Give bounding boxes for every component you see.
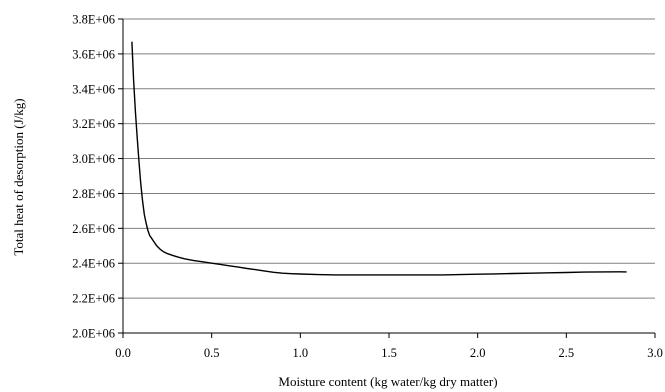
x-tick-label-2: 1.0	[293, 346, 309, 360]
y-tick-label-9: 3.8E+06	[72, 13, 115, 27]
x-axis-title: Moisture content (kg water/kg dry matter…	[278, 374, 497, 389]
x-tick-label-4: 2.0	[470, 346, 486, 360]
y-tick-label-4: 2.8E+06	[72, 187, 115, 201]
y-tick-label-3: 2.6E+06	[72, 222, 115, 236]
series-line-0	[131, 41, 627, 276]
y-axis-ticks: 2.0E+06 2.2E+06 2.4E+06 2.6E+06 2.8E+06 3.0E+…	[72, 13, 123, 341]
plot-frame	[122, 19, 655, 334]
y-tick-label-8: 3.6E+06	[72, 47, 115, 61]
gridlines	[123, 18, 655, 299]
series-layer	[131, 41, 627, 276]
y-tick-label-0: 2.0E+06	[72, 327, 115, 341]
y-tick-label-5: 3.0E+06	[72, 152, 115, 166]
y-axis-title: Total heat of desorption (J/kg)	[11, 98, 26, 255]
x-axis-ticks: 0.0 0.5 1.0 1.5 2.0 2.5 3.0	[115, 333, 663, 360]
x-tick-label-6: 3.0	[647, 346, 663, 360]
y-tick-label-6: 3.2E+06	[72, 117, 115, 131]
x-tick-label-5: 2.5	[559, 346, 575, 360]
y-tick-label-1: 2.2E+06	[72, 292, 115, 306]
x-tick-label-0: 0.0	[115, 346, 131, 360]
y-tick-label-7: 3.4E+06	[72, 82, 115, 96]
x-tick-label-3: 1.5	[381, 346, 397, 360]
y-tick-label-2: 2.4E+06	[72, 257, 115, 271]
x-tick-label-1: 0.5	[204, 346, 220, 360]
